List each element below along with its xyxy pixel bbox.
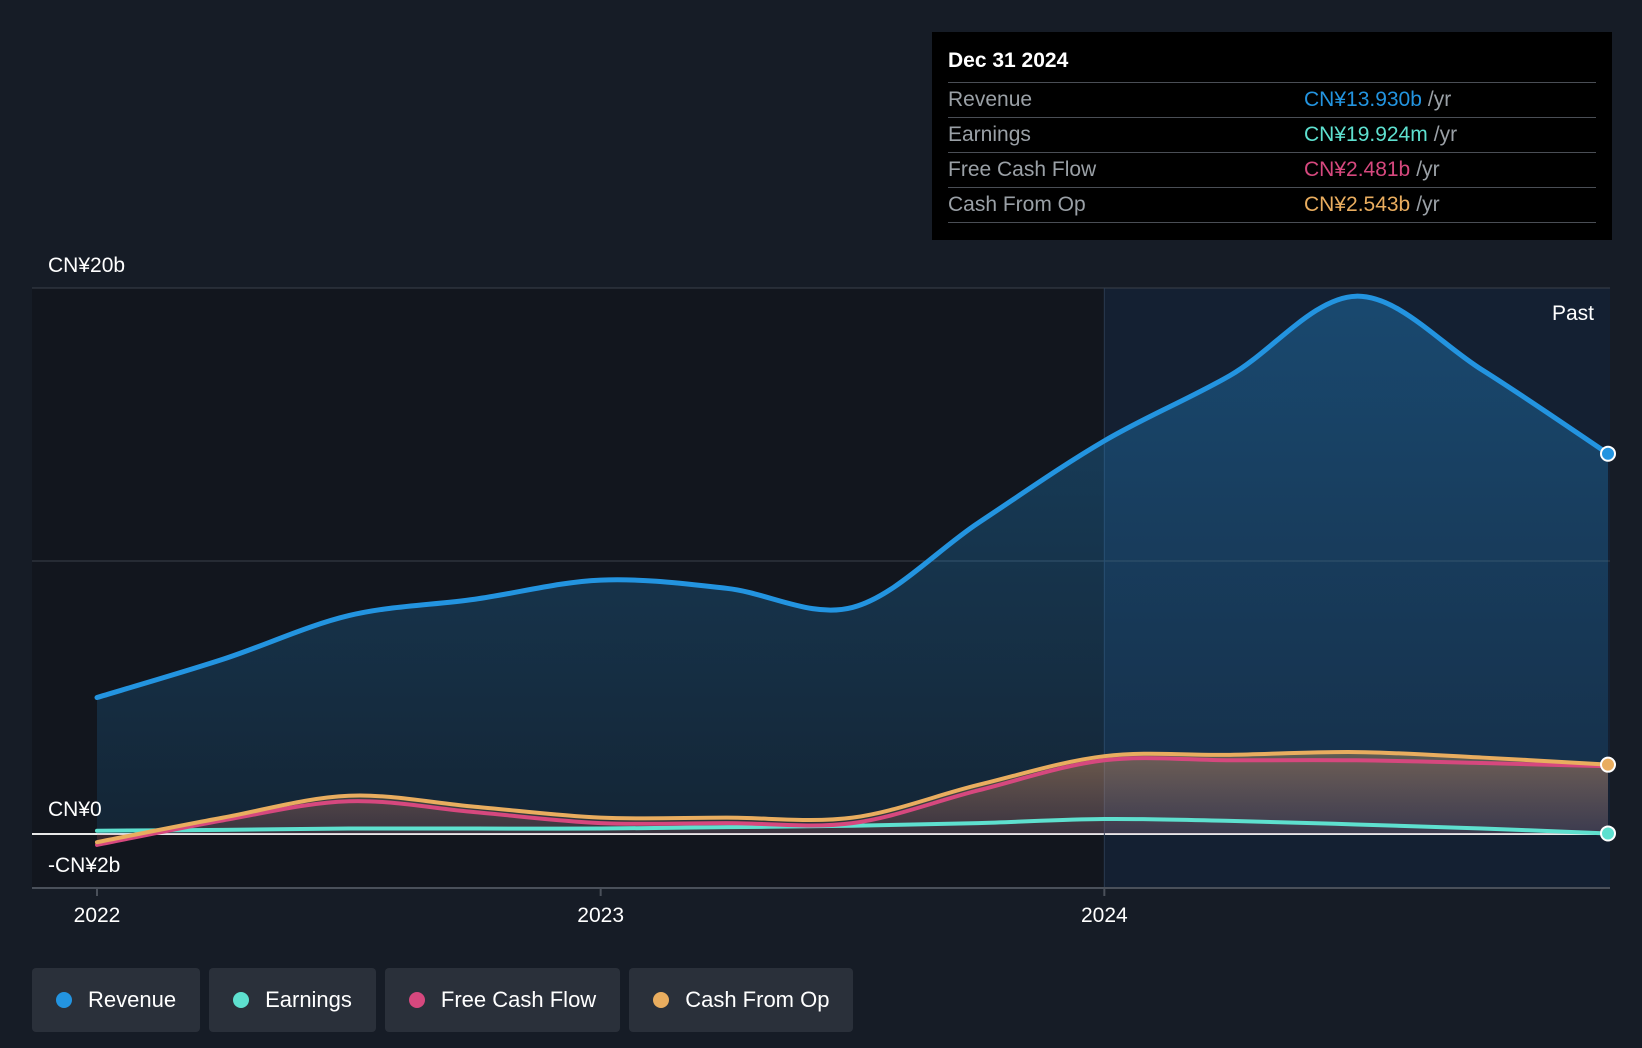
legend: Revenue Earnings Free Cash Flow Cash Fro… <box>32 968 862 1032</box>
tooltip-row-cash-from-op: Cash From Op CN¥2.543b /yr <box>948 188 1596 223</box>
cash-from-op-point <box>1600 756 1616 773</box>
past-label: Past <box>1552 302 1594 325</box>
x-tick-label: 2024 <box>1081 904 1128 927</box>
y-tick-label: -CN¥2b <box>48 854 120 877</box>
chart-area: CN¥20b CN¥0 -CN¥2b 2022 2023 2024 Past <box>32 254 1616 927</box>
legend-label: Earnings <box>265 987 352 1012</box>
legend-label: Free Cash Flow <box>440 987 597 1012</box>
earnings-line <box>95 816 1610 836</box>
earnings-dot-icon <box>233 992 250 1008</box>
tooltip-unit: /yr <box>1416 158 1440 181</box>
series-lines <box>94 293 1616 847</box>
tooltip-label: Free Cash Flow <box>948 158 1097 181</box>
free-cash-flow-line <box>95 756 1610 847</box>
earnings-point <box>1600 825 1616 842</box>
cash-from-op-dot-icon <box>653 992 670 1008</box>
revenue-line <box>94 293 1611 700</box>
legend-label: Cash From Op <box>685 987 830 1012</box>
tooltip-unit: /yr <box>1427 88 1452 111</box>
axes: CN¥20b CN¥0 -CN¥2b 2022 2023 2024 <box>32 254 1610 927</box>
tooltip-panel: Dec 31 2024 Revenue CN¥13.930b /yr Earni… <box>932 32 1612 240</box>
tooltip-label: Earnings <box>948 123 1031 146</box>
tooltip-row-free-cash-flow: Free Cash Flow CN¥2.481b /yr <box>948 153 1596 188</box>
y-tick-label: CN¥20b <box>48 254 125 277</box>
legend-item-cash-from-op[interactable]: Cash From Op <box>629 968 854 1032</box>
tooltip-date: Dec 31 2024 <box>948 46 1596 83</box>
tooltip-label: Revenue <box>948 88 1033 111</box>
x-tick-label: 2023 <box>577 904 624 927</box>
legend-item-revenue[interactable]: Revenue <box>32 968 201 1032</box>
tooltip-value: CN¥19.924m <box>1304 123 1428 146</box>
revenue-point <box>1600 445 1616 462</box>
tooltip-label: Cash From Op <box>948 193 1086 216</box>
legend-label: Revenue <box>88 987 177 1012</box>
legend-item-free-cash-flow[interactable]: Free Cash Flow <box>384 968 621 1032</box>
x-tick-label: 2022 <box>74 904 121 927</box>
cash-from-op-line <box>95 750 1610 845</box>
tooltip-unit: /yr <box>1416 193 1440 216</box>
tooltip-row-earnings: Earnings CN¥19.924m /yr <box>948 118 1596 153</box>
legend-item-earnings[interactable]: Earnings <box>209 968 376 1032</box>
y-tick-label: CN¥0 <box>48 798 102 821</box>
tooltip-value: CN¥13.930b <box>1304 88 1422 111</box>
tooltip-unit: /yr <box>1433 123 1458 146</box>
tooltip-row-revenue: Revenue CN¥13.930b /yr <box>948 83 1596 118</box>
revenue-area <box>97 296 1608 834</box>
free-cash-flow-dot-icon <box>408 992 425 1008</box>
tooltip-value: CN¥2.481b <box>1304 158 1411 181</box>
revenue-dot-icon <box>56 992 72 1008</box>
tooltip-value: CN¥2.543b <box>1304 193 1411 216</box>
